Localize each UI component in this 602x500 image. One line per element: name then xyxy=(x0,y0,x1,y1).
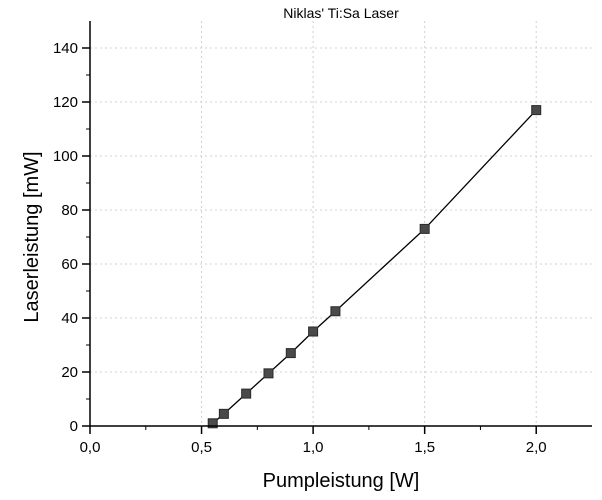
y-axis-title: Laserleistung [mW] xyxy=(21,151,43,322)
x-tick-label: 0,0 xyxy=(80,439,101,456)
data-point xyxy=(308,326,319,337)
y-tick-label: 40 xyxy=(61,310,78,327)
data-point xyxy=(285,348,296,359)
data-point xyxy=(241,388,252,399)
data-point xyxy=(218,408,229,419)
x-axis-title: Pumpleistung [W] xyxy=(263,470,420,492)
y-tick-label: 80 xyxy=(61,202,78,219)
x-tick-label: 0,5 xyxy=(191,439,212,456)
y-tick-label: 20 xyxy=(61,364,78,381)
y-tick-label: 0 xyxy=(70,418,78,435)
data-point xyxy=(263,368,274,379)
data-point xyxy=(419,223,430,234)
x-tick-label: 1,5 xyxy=(414,439,435,456)
x-tick-label: 2,0 xyxy=(526,439,547,456)
y-tick-label: 120 xyxy=(53,94,78,111)
data-series xyxy=(207,105,542,429)
y-tick-label: 140 xyxy=(53,40,78,57)
chart-title: Niklas' Ti:Sa Laser xyxy=(283,5,399,21)
data-point xyxy=(330,306,341,317)
grid xyxy=(90,21,592,426)
data-point xyxy=(207,418,218,429)
series-line xyxy=(212,109,537,424)
y-tick-label: 60 xyxy=(61,256,78,273)
data-point xyxy=(531,105,542,116)
x-tick-label: 1,0 xyxy=(303,439,324,456)
y-tick-label: 100 xyxy=(53,148,78,165)
axes: 0,0 0,5 1,0 1,5 2,0 0 20 40 60 80 100 120 140 xyxy=(53,21,592,456)
